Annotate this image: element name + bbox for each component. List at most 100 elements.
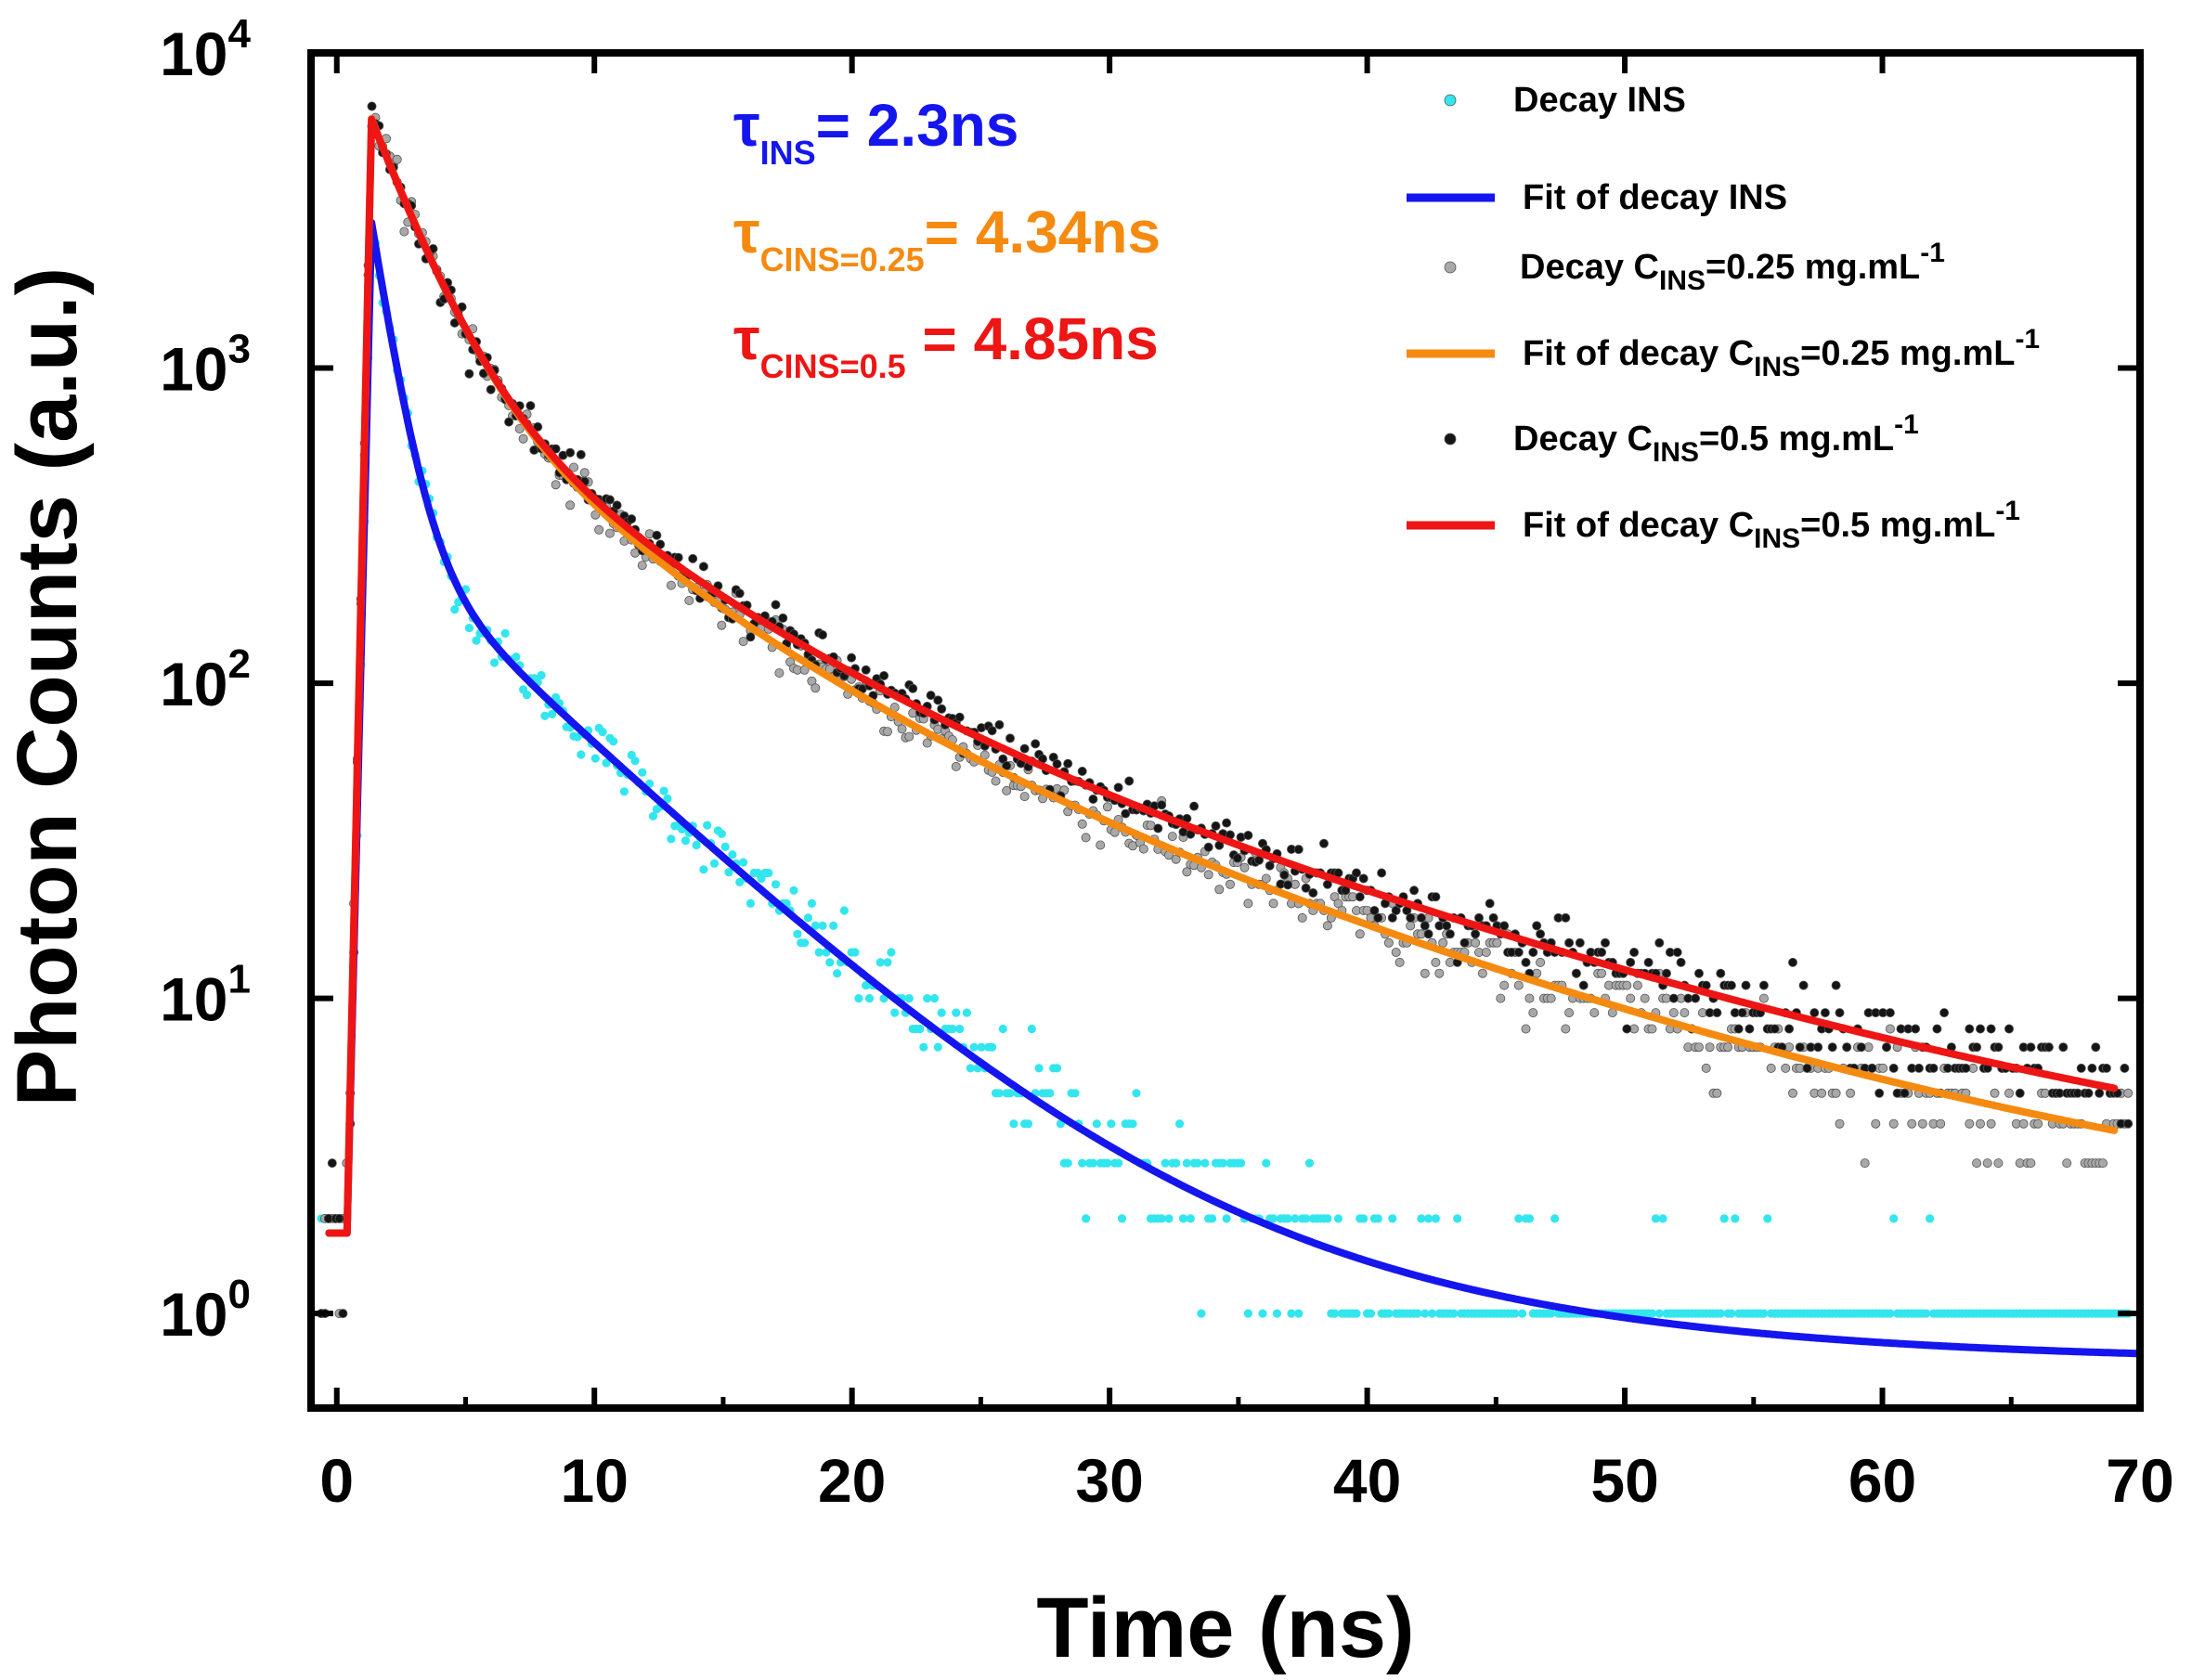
point-4-172 (937, 704, 947, 714)
legend-label-5: Fit of decay CINS=0.5 mg.mL-1 (1523, 496, 2020, 554)
y-tick-label-3: 103 (160, 327, 251, 404)
point-0-219 (1107, 1119, 1116, 1129)
point-4-320 (1471, 929, 1481, 939)
point-4-58 (525, 401, 536, 411)
point-0-124 (764, 868, 773, 878)
point-4-195 (1019, 743, 1030, 754)
point-0-273 (1302, 1214, 1311, 1223)
point-4-457 (1965, 1024, 1975, 1034)
point-4-275 (1308, 888, 1318, 898)
point-0-141 (825, 958, 835, 967)
point-4-362 (1622, 1024, 1632, 1034)
point-4-419 (1827, 1042, 1837, 1053)
point-2-320 (1471, 937, 1481, 948)
point-0-126 (771, 880, 781, 889)
point-0-191 (1005, 1089, 1015, 1098)
point-0-435 (1886, 1309, 1895, 1318)
point-2-334 (1521, 1024, 1531, 1034)
point-4-346 (1564, 937, 1575, 948)
point-4-439 (1900, 1088, 1910, 1098)
point-2-378 (1680, 1008, 1690, 1018)
plot-frame (307, 49, 2144, 1412)
point-2-431 (1871, 1118, 1881, 1129)
point-0-297 (1388, 1214, 1397, 1223)
point-4-408 (1788, 957, 1798, 967)
point-4-126 (771, 600, 781, 610)
point-0-119 (746, 898, 756, 909)
point-0-64 (548, 709, 557, 719)
point-0-136 (807, 898, 817, 909)
point-4-3 (327, 1158, 337, 1169)
point-2-326 (1492, 937, 1502, 948)
point-4-381 (1691, 993, 1701, 1003)
point-4-294 (1377, 868, 1387, 878)
point-2-408 (1788, 1088, 1798, 1098)
point-0-109 (709, 859, 720, 868)
point-4-332 (1513, 948, 1524, 958)
point-2-382 (1694, 1042, 1705, 1053)
point-2-296 (1383, 937, 1394, 948)
point-2-462 (1982, 1158, 1992, 1169)
point-0-243 (1193, 1158, 1202, 1168)
point-0-196 (1023, 1119, 1033, 1129)
point-4-377 (1676, 957, 1686, 967)
point-2-157 (883, 727, 893, 737)
point-4-116 (734, 588, 745, 599)
point-0-331 (1511, 1309, 1520, 1318)
point-0-167 (919, 1042, 928, 1052)
point-0-132 (793, 929, 802, 938)
point-0-97 (667, 834, 676, 844)
point-0-307 (1424, 1214, 1433, 1223)
point-0-48 (490, 658, 499, 667)
point-2-435 (1885, 1024, 1895, 1034)
point-4-128 (778, 613, 788, 623)
y-tick-label-0: 100 (160, 1272, 251, 1349)
point-2-353 (1589, 1008, 1600, 1018)
legend-label-3: Fit of decay CINS=0.25 mg.mL-1 (1523, 324, 2040, 382)
point-0-176 (952, 1008, 961, 1017)
point-2-89 (637, 561, 647, 571)
point-0-181 (969, 1042, 979, 1052)
point-2-23 (399, 226, 409, 237)
point-0-233 (1157, 1214, 1166, 1223)
point-0-314 (1449, 1309, 1459, 1318)
point-2-484 (2062, 1158, 2072, 1169)
point-4-224 (1124, 776, 1135, 786)
point-0-101 (681, 836, 691, 846)
fit-line-5 (325, 115, 2119, 1237)
x-tick-label-5: 50 (1590, 1446, 1658, 1515)
point-2-298 (1391, 948, 1401, 958)
point-0-204 (1052, 1064, 1062, 1073)
point-2-464 (1990, 1088, 2000, 1098)
point-2-421 (1835, 1118, 1845, 1129)
point-4-491 (2087, 1063, 2097, 1073)
series-0-points (317, 232, 2133, 1318)
point-2-501 (2123, 1088, 2134, 1098)
point-0-72 (577, 750, 586, 759)
point-0-172 (937, 1008, 946, 1017)
point-4-442 (1911, 1024, 1921, 1034)
point-0-287 (1352, 1309, 1361, 1318)
series-2-points (317, 112, 2134, 1319)
lifetime-annotation-1: τCINS=0.25= 4.34ns (733, 199, 1161, 278)
point-0-309 (1431, 1214, 1440, 1223)
point-0-261 (1258, 1309, 1267, 1318)
point-0-95 (659, 786, 668, 795)
point-4-321 (1474, 912, 1485, 923)
point-4-391 (1726, 980, 1736, 990)
legend-entry-4: Decay CINS=0.5 mg.mL-1 (1444, 409, 1919, 468)
point-2-402 (1766, 1063, 1776, 1073)
point-2-257 (1243, 898, 1253, 909)
point-0-333 (1518, 1309, 1527, 1318)
point-0-369 (1647, 1309, 1657, 1318)
x-axis-title: Time (ns) (1036, 1581, 1414, 1675)
point-4-375 (1668, 993, 1679, 1003)
point-0-218 (1103, 1158, 1112, 1168)
point-0-61 (537, 670, 546, 680)
point-2-262 (1261, 873, 1271, 884)
point-4-41 (464, 368, 474, 379)
point-0-138 (814, 948, 824, 957)
point-0-372 (1658, 1214, 1667, 1223)
point-0-78 (598, 728, 607, 737)
point-0-107 (703, 821, 712, 830)
